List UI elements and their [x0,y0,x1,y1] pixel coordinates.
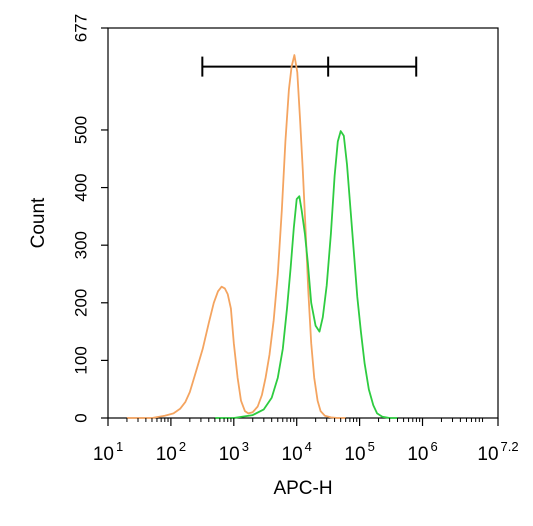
y-tick-label: 200 [71,289,90,317]
x-tick-base: 10 [477,444,498,465]
series-green-curve [214,130,398,419]
x-tick-exponent: 5 [368,439,375,454]
series-orange-curve [126,54,346,419]
y-tick-label: 400 [71,173,90,201]
x-tick-base: 10 [344,444,365,465]
x-tick-exponent: 1 [116,439,123,454]
x-tick-base: 10 [407,444,428,465]
x-tick-label: 10 5 [344,439,374,465]
plot-frame [107,27,499,419]
x-axis-title: APC-H [273,478,332,499]
x-tick-label: 10 2 [156,439,186,465]
y-axis-ticks: 0 100 200 300 400 500 677 [71,14,108,423]
x-axis-ticks: 10 1 10 2 10 3 10 4 10 5 10 6 10 7.2 [93,418,519,465]
x-tick-exponent: 7.2 [501,439,519,454]
y-axis-title: Count [28,197,49,248]
y-tick-label: 300 [71,231,90,259]
gate-marker [201,56,418,77]
y-tick-label: 0 [71,413,90,422]
x-tick-exponent: 6 [430,439,437,454]
y-tick-label: 100 [71,346,90,374]
x-tick-label: 10 7.2 [477,439,518,465]
x-tick-base: 10 [156,444,177,465]
x-tick-base: 10 [282,444,303,465]
x-tick-label: 10 3 [219,439,249,465]
y-tick-label: 677 [71,14,90,42]
x-tick-label: 10 1 [93,439,123,465]
x-tick-exponent: 3 [242,439,249,454]
y-tick-label: 500 [71,116,90,144]
x-tick-exponent: 2 [179,439,186,454]
x-tick-exponent: 4 [305,439,312,454]
histogram-series [126,54,398,419]
x-tick-label: 10 6 [407,439,437,465]
x-tick-base: 10 [93,444,114,465]
x-tick-label: 10 4 [282,439,312,465]
x-tick-base: 10 [219,444,240,465]
